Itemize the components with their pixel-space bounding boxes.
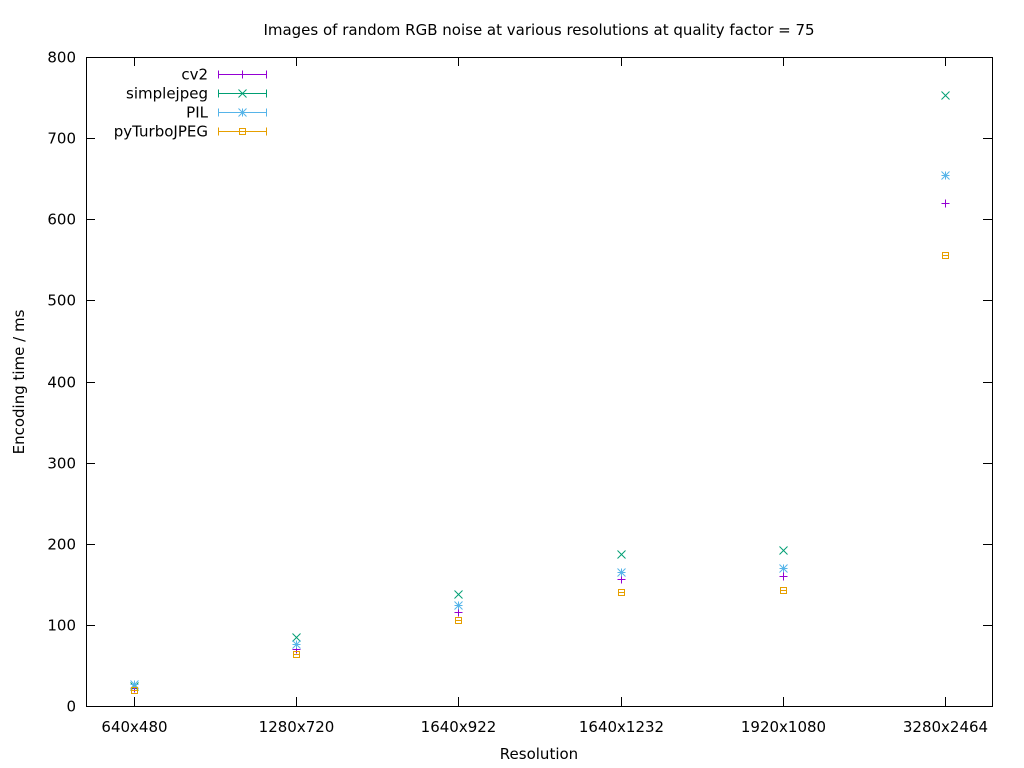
y-tick-label: 500 <box>47 292 76 310</box>
chart-title: Images of random RGB noise at various re… <box>263 21 814 39</box>
y-tick-label: 700 <box>47 130 76 148</box>
data-point-pyturbojpeg <box>618 589 625 596</box>
data-point-pyturbojpeg <box>293 651 300 658</box>
legend-marker-simplejpeg <box>238 89 247 98</box>
data-point-pil <box>454 601 463 610</box>
x-tick-label: 3280x2464 <box>903 718 988 736</box>
x-tick-label: 1640x922 <box>421 718 497 736</box>
legend-marker-pyturbojpeg <box>239 128 246 135</box>
y-axis-label: Encoding time / ms <box>10 309 28 454</box>
legend-key-pil <box>218 108 267 117</box>
data-point-pil <box>779 564 788 573</box>
data-point-pyturbojpeg <box>942 252 949 259</box>
x-tick-label: 1280x720 <box>259 718 335 736</box>
y-tick-label: 400 <box>47 374 76 392</box>
y-tick-label: 800 <box>47 49 76 67</box>
legend-label: simplejpeg <box>126 85 208 103</box>
y-tick-label: 300 <box>47 455 76 473</box>
y-tick-label: 0 <box>66 698 76 716</box>
data-point-pyturbojpeg <box>131 687 138 694</box>
x-axis-ticks: 640x480 1280x720 1640x922 1640x1232 1920x108… <box>101 57 988 736</box>
legend-label: cv2 <box>181 66 208 84</box>
data-point-simplejpeg <box>779 546 788 555</box>
y-axis-ticks: 0 100 200 300 400 500 600 700 800 <box>47 49 992 716</box>
x-axis-label: Resolution <box>500 745 578 763</box>
data-point-cv2 <box>941 199 950 208</box>
data-point-pil <box>617 568 626 577</box>
x-tick-label: 640x480 <box>101 718 167 736</box>
data-point-simplejpeg <box>292 633 301 642</box>
data-point-pil <box>292 640 301 649</box>
plot-frame <box>86 57 993 707</box>
data-point-simplejpeg <box>454 590 463 599</box>
legend-label: pyTurboJPEG <box>114 123 208 141</box>
data-points <box>130 91 950 694</box>
legend-marker-pil <box>238 108 247 117</box>
legend-key-pyturbojpeg <box>218 127 267 136</box>
y-tick-label: 200 <box>47 536 76 554</box>
data-point-cv2 <box>454 608 463 617</box>
legend-label: PIL <box>186 104 208 122</box>
x-tick-label: 1640x1232 <box>579 718 664 736</box>
data-point-cv2 <box>779 572 788 581</box>
data-point-simplejpeg <box>617 550 626 559</box>
data-point-pil <box>941 171 950 180</box>
legend-marker-cv2 <box>238 70 247 79</box>
legend-key-simplejpeg <box>218 89 267 98</box>
data-point-cv2 <box>617 575 626 584</box>
y-tick-label: 100 <box>47 617 76 635</box>
x-tick-label: 1920x1080 <box>741 718 826 736</box>
data-point-pyturbojpeg <box>780 587 787 594</box>
y-tick-label: 600 <box>47 211 76 229</box>
legend-key-cv2 <box>218 70 267 79</box>
data-point-pyturbojpeg <box>455 617 462 624</box>
data-point-simplejpeg <box>941 91 950 100</box>
